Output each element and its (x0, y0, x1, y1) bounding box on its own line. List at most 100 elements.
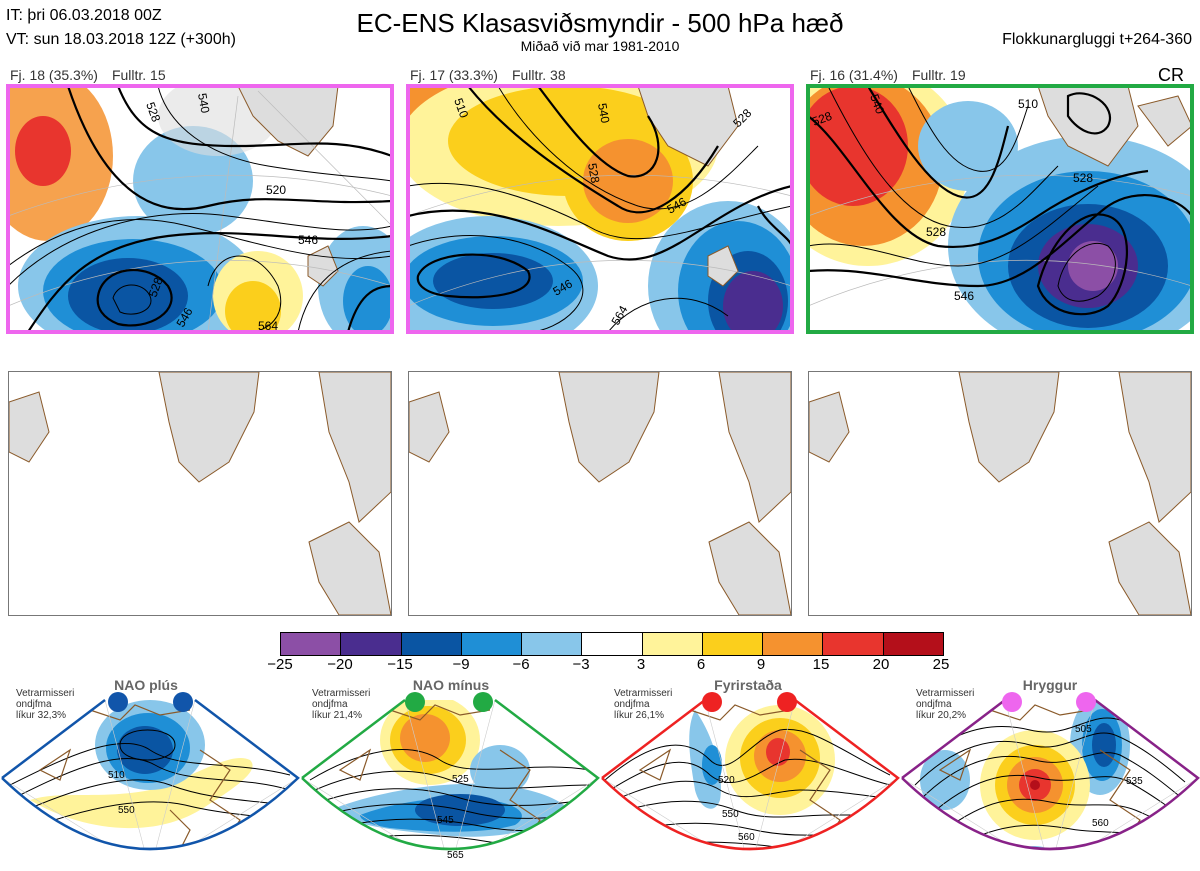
panel-1-contour-label: 564 (258, 319, 278, 332)
regime-2-note-line: líkur 21,4% (312, 710, 363, 721)
panel-3-contour-label: 528 (810, 109, 834, 129)
panel-3-rep: Fulltr. 19 (911, 67, 966, 83)
empty-map-3-land (809, 372, 1191, 615)
regime-3-title: Fyrirstaða (714, 677, 782, 693)
cluster-panel-2: 540 510 528 528 546 546 564 (408, 86, 792, 332)
colorbar-cell (522, 633, 583, 655)
panel-1-count: Fj. 18 (35.3%) (10, 67, 98, 83)
regime-1-note: Vetrarmisseri ondjfma líkur 32,3% (16, 688, 74, 721)
colorbar-cell (702, 633, 764, 655)
regime-4-note-line: líkur 20,2% (916, 710, 967, 721)
empty-map-1-land (9, 372, 391, 615)
panel-3-contour-label: 510 (1018, 97, 1038, 111)
colorbar-cell (823, 633, 884, 655)
cluster-map-2: 540 510 528 528 546 546 564 (408, 86, 792, 332)
regime-3-contour-label: 560 (738, 832, 755, 843)
colorbar-cell (401, 633, 462, 655)
regime-2-contour-label: 545 (437, 815, 454, 826)
regime-4-note-line: ondjfma (916, 699, 952, 710)
colorbar-tick: −6 (512, 656, 530, 673)
panel-2-contour-label: 540 (595, 102, 612, 124)
regime-1-title: NAO plús (114, 677, 178, 693)
colorbar (280, 632, 944, 656)
regime-3-note-line: Vetrarmisseri (614, 688, 673, 699)
page-subtitle: Miðað við mar 1981-2010 (520, 38, 680, 54)
panel-1-contour-label: 528 (146, 275, 166, 299)
regime-ridge-map: 505 535 560 (901, 692, 1200, 851)
panel-3-count: Fj. 16 (31.4%) (810, 67, 898, 83)
colorbar-tick: 25 (932, 656, 950, 673)
colorbar-cell (281, 633, 342, 655)
panel-3-label: Fj. 16 (31.4%) Fulltr. 19 (810, 67, 980, 83)
colorbar-cell (461, 633, 523, 655)
regime-3-note: Vetrarmisseri ondjfma líkur 26,1% (614, 688, 672, 721)
colorbar-cell (341, 633, 402, 655)
panel-1-contour-label: 546 (298, 233, 318, 247)
empty-map-2 (408, 371, 792, 616)
regime-2-note-line: Vetrarmisseri (312, 688, 371, 699)
regime-2-contour-label: 525 (452, 774, 469, 785)
panel-1-contour-label: 520 (266, 183, 286, 197)
regime-4-note-line: Vetrarmisseri (916, 688, 975, 699)
regime-3-marker (777, 692, 797, 712)
regime-2-note-line: ondjfma (312, 699, 348, 710)
regime-nao-plus-map: 510 550 (1, 692, 300, 851)
colorbar-tick: 6 (696, 656, 706, 673)
regime-4-contour-label: 560 (1092, 818, 1109, 829)
regime-nao-plus: 510 550 (0, 690, 300, 871)
regime-4-contour-label: 505 (1075, 724, 1092, 735)
panel-3-contour-label: 528 (1073, 171, 1093, 185)
regime-1-contour-label: 510 (108, 770, 125, 781)
colorbar-tick: 15 (812, 656, 830, 673)
panel-1-contour-label: 528 (143, 100, 163, 124)
panel-3-contour-label: 540 (867, 92, 887, 116)
empty-map-1 (8, 371, 392, 616)
regime-4-title: Hryggur (1022, 677, 1078, 693)
regime-1-marker (173, 692, 193, 712)
regime-ridge: 505 535 560 (900, 690, 1200, 871)
panel-2-contour-label: 528 (585, 162, 602, 184)
colorbar-cell (642, 633, 703, 655)
colorbar-tick: −9 (452, 656, 470, 673)
regime-4-marker (1076, 692, 1096, 712)
regime-2-title: NAO mínus (412, 677, 490, 693)
cluster-map-1: 528 540 520 546 528 546 564 (8, 86, 392, 332)
regime-nao-minus: 525 545 565 (300, 690, 600, 871)
regime-3-note-line: ondjfma (614, 699, 650, 710)
regime-2-marker (473, 692, 493, 712)
regime-1-note-line: ondjfma (16, 699, 52, 710)
cluster-map-3: 528 540 510 528 528 546 (808, 86, 1192, 332)
regime-3-contour-label: 520 (718, 775, 735, 786)
colorbar-tick: 3 (636, 656, 646, 673)
panel-2-count: Fj. 17 (33.3%) (410, 67, 498, 83)
regime-3-note-line: líkur 26,1% (614, 710, 665, 721)
colorbar-tick: −20 (327, 656, 353, 673)
regime-4-note: Vetrarmisseri ondjfma líkur 20,2% (916, 688, 974, 721)
valid-time: VT: sun 18.03.2018 12Z (+300h) (6, 31, 236, 48)
regime-2-note: Vetrarmisseri ondjfma líkur 21,4% (312, 688, 370, 721)
regime-1-note-line: líkur 32,3% (16, 710, 67, 721)
regime-1-marker (108, 692, 128, 712)
panel-1-label: Fj. 18 (35.3%) Fulltr. 15 (10, 67, 180, 83)
colorbar-cell (763, 633, 824, 655)
empty-map-3 (808, 371, 1192, 616)
panel-3-contour-label: 546 (954, 289, 974, 303)
panel-2-rep: Fulltr. 38 (511, 67, 566, 83)
cluster-panel-1: 528 540 520 546 528 546 564 (8, 86, 392, 332)
regime-1-contour-label: 550 (118, 805, 135, 816)
regime-blocking: 520 550 560 (600, 690, 900, 871)
panel-2-label: Fj. 17 (33.3%) Fulltr. 38 (410, 67, 580, 83)
colorbar-tick: −3 (572, 656, 590, 673)
regime-4-contour-label: 535 (1126, 776, 1143, 787)
regime-nao-minus-map: 525 545 565 (301, 692, 600, 861)
regime-3-contour-label: 550 (722, 809, 739, 820)
colorbar-tick: 20 (872, 656, 890, 673)
colorbar-tick: −15 (387, 656, 413, 673)
regime-2-contour-label: 565 (447, 850, 464, 861)
panel-1-contour-label: 540 (195, 92, 212, 114)
panel-3-cr-label: CR (1158, 65, 1184, 85)
init-time: IT: þri 06.03.2018 00Z (6, 7, 162, 24)
regime-4-marker (1002, 692, 1022, 712)
empty-map-2-land (409, 372, 791, 615)
regime-blocking-map: 520 550 560 (601, 692, 900, 851)
